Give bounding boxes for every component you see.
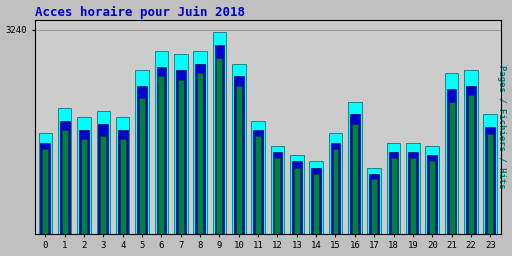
Bar [157, 67, 166, 234]
Bar [139, 99, 145, 234]
Bar [290, 155, 304, 234]
Bar [197, 73, 203, 234]
Bar [176, 70, 186, 234]
Bar [234, 77, 244, 234]
Bar [485, 127, 495, 234]
Bar [158, 77, 164, 234]
Bar [98, 124, 108, 234]
Bar [391, 158, 396, 234]
Bar [118, 130, 127, 234]
Bar [232, 64, 246, 234]
Bar [120, 139, 125, 234]
Bar [446, 89, 456, 234]
Bar [274, 158, 281, 234]
Bar [135, 70, 149, 234]
Bar [483, 114, 497, 234]
Bar [294, 168, 300, 234]
Bar [272, 152, 282, 234]
Bar [116, 117, 130, 234]
Bar [468, 95, 474, 234]
Bar [155, 51, 168, 234]
Bar [369, 174, 379, 234]
Bar [449, 102, 455, 234]
Bar [194, 51, 207, 234]
Bar [97, 111, 110, 234]
Bar [38, 133, 52, 234]
Bar [309, 162, 323, 234]
Bar [445, 73, 458, 234]
Bar [178, 80, 184, 234]
Bar [255, 136, 261, 234]
Bar [389, 152, 398, 234]
Bar [311, 168, 321, 234]
Bar [331, 143, 340, 234]
Bar [408, 152, 418, 234]
Bar [292, 162, 302, 234]
Bar [79, 130, 89, 234]
Y-axis label: Pages / Fichiers / Hits: Pages / Fichiers / Hits [498, 65, 506, 189]
Bar [466, 86, 476, 234]
Bar [410, 158, 416, 234]
Bar [251, 121, 265, 234]
Bar [62, 130, 68, 234]
Bar [332, 149, 338, 234]
Bar [425, 146, 439, 234]
Bar [487, 134, 493, 234]
Bar [368, 168, 381, 234]
Bar [58, 108, 72, 234]
Bar [271, 146, 284, 234]
Bar [387, 143, 400, 234]
Bar [137, 86, 147, 234]
Bar [174, 55, 187, 234]
Bar [195, 64, 205, 234]
Bar [253, 130, 263, 234]
Bar [429, 162, 435, 234]
Bar [77, 117, 91, 234]
Bar [350, 114, 360, 234]
Bar [236, 86, 242, 234]
Bar [329, 133, 342, 234]
Bar [464, 70, 478, 234]
Bar [313, 174, 319, 234]
Bar [40, 143, 50, 234]
Bar [60, 121, 70, 234]
Bar [371, 179, 377, 234]
Bar [352, 124, 358, 234]
Bar [428, 155, 437, 234]
Bar [348, 102, 361, 234]
Bar [42, 149, 48, 234]
Bar [215, 45, 224, 234]
Bar [212, 33, 226, 234]
Text: Acces horaire pour Juin 2018: Acces horaire pour Juin 2018 [35, 6, 245, 19]
Bar [217, 58, 222, 234]
Bar [406, 143, 420, 234]
Bar [100, 136, 106, 234]
Bar [81, 139, 87, 234]
